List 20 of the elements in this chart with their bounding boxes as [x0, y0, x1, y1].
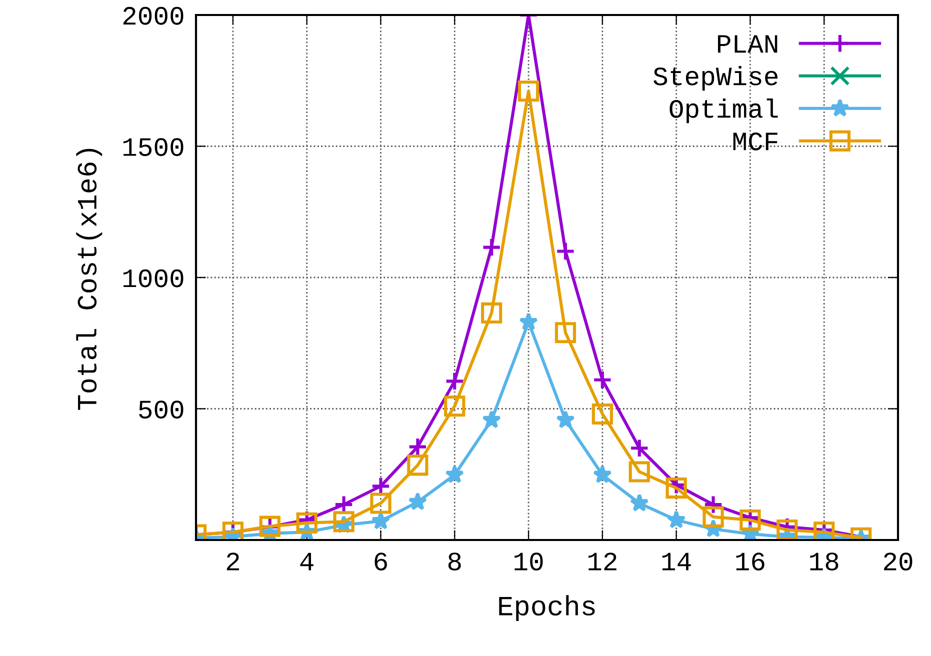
y-tick-label: 1500 — [123, 138, 184, 156]
x-tick-label: 18 — [810, 552, 838, 570]
y-axis-title: Total Cost(x1e6) — [76, 148, 102, 410]
legend-label: Optimal — [670, 98, 778, 124]
x-tick-label: 10 — [514, 552, 543, 570]
x-tick-label: 14 — [662, 552, 691, 570]
x-tick-label: 20 — [884, 552, 912, 570]
y-tick-label: 1000 — [123, 269, 184, 288]
legend-label: StepWise — [654, 66, 778, 91]
x-tick-label: 8 — [448, 552, 461, 570]
x-tick-label: 4 — [300, 552, 314, 570]
legend-label: MCF — [733, 132, 778, 150]
x-tick-label: 2 — [226, 552, 239, 570]
x-tick-label: 6 — [374, 552, 387, 570]
y-tick-label: 2000 — [123, 6, 184, 25]
legend-label: PLAN — [718, 35, 778, 53]
x-tick-label: 12 — [588, 552, 616, 570]
x-tick-label: 16 — [736, 552, 764, 570]
x-axis-title: Epochs — [499, 595, 595, 622]
y-tick-label: 500 — [139, 400, 184, 419]
